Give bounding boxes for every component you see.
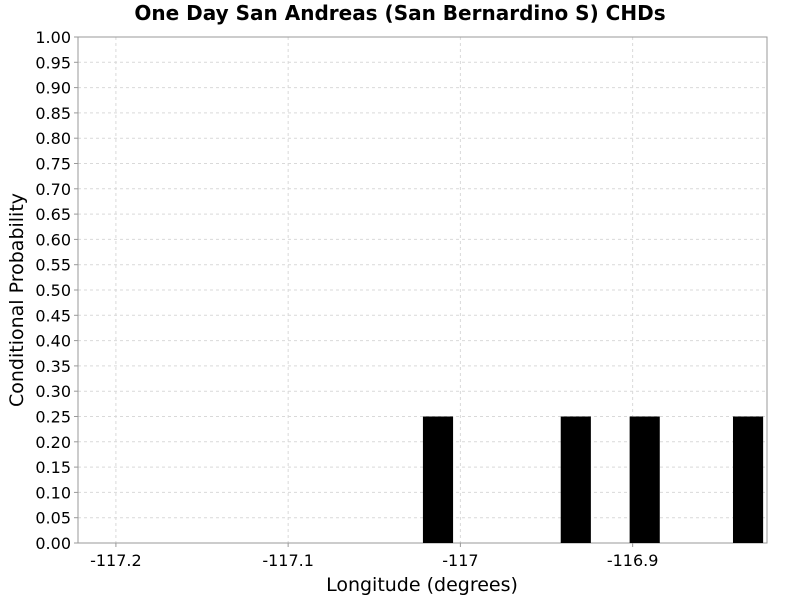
y-tick-label: 0.75	[35, 155, 71, 174]
y-axis-ticks: 0.00 0.05 0.10 0.15 0.20 0.25 0.30 0.35 0.40 0.45…	[35, 28, 78, 553]
bar	[629, 416, 660, 543]
y-tick-label: 0.50	[35, 281, 71, 300]
y-tick-label: 0.20	[35, 433, 71, 452]
y-tick-label: 0.95	[35, 53, 71, 72]
y-tick-label: 0.90	[35, 79, 71, 98]
y-tick-label: 0.55	[35, 256, 71, 275]
x-axis-label: Longitude (degrees)	[326, 574, 518, 596]
x-tick-label: -116.9	[607, 551, 659, 570]
y-tick-label: 0.15	[35, 458, 71, 477]
y-tick-label: 0.35	[35, 357, 71, 376]
y-tick-label: 0.70	[35, 180, 71, 199]
y-tick-label: 0.85	[35, 104, 71, 123]
y-tick-label: 0.40	[35, 332, 71, 351]
bar	[422, 416, 454, 543]
x-tick-label: -117.2	[90, 551, 142, 570]
y-tick-label: 0.45	[35, 306, 71, 325]
x-tick-label: -117.1	[262, 551, 314, 570]
x-tick-label: -117	[442, 551, 478, 570]
bars	[422, 416, 764, 543]
y-tick-label: 0.05	[35, 509, 71, 528]
grid	[78, 36, 767, 544]
bar	[560, 416, 591, 543]
y-tick-label: 0.00	[35, 534, 71, 553]
y-tick-label: 0.25	[35, 408, 71, 427]
y-tick-label: 0.65	[35, 205, 71, 224]
y-tick-label: 0.10	[35, 483, 71, 502]
y-axis-label: Conditional Probability	[6, 193, 28, 407]
chart-title: One Day San Andreas (San Bernardino S) C…	[134, 1, 665, 25]
y-tick-label: 0.80	[35, 129, 71, 148]
y-tick-label: 1.00	[35, 28, 71, 47]
bar	[732, 416, 764, 543]
y-tick-label: 0.60	[35, 230, 71, 249]
y-tick-label: 0.30	[35, 382, 71, 401]
x-axis-ticks: -117.2 -117.1 -117 -116.9	[90, 543, 658, 570]
